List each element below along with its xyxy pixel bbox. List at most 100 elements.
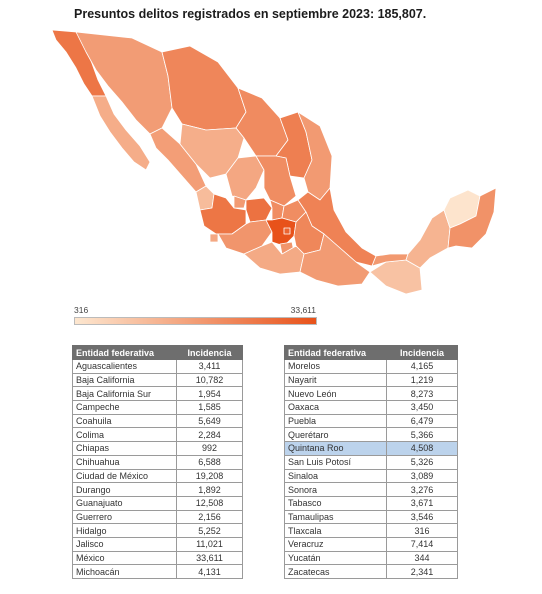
incidence-value-cell: 3,411: [176, 359, 243, 374]
table-row: Hidalgo 5,252: [72, 523, 243, 538]
incidence-value-cell: 3,671: [386, 495, 458, 511]
state-guerrero: [243, 241, 305, 275]
table-row: Jalisco 11,021: [72, 536, 243, 552]
table-row: Baja California Sur 1,954: [72, 386, 243, 402]
table-row: Michoacán 4,131: [72, 564, 243, 579]
state-name-cell: Guanajuato: [72, 495, 177, 511]
table-row: Guanajuato 12,508: [72, 495, 243, 511]
incidence-value-cell: 5,366: [386, 427, 458, 443]
incidence-value-cell: 3,546: [386, 509, 458, 525]
incidence-value-cell: 316: [386, 523, 458, 538]
incidence-value-cell: 12,508: [176, 495, 243, 511]
state-name-cell: Colima: [72, 427, 177, 443]
incidence-table-right: Entidad federativa Incidencia Morelos 4,1…: [284, 345, 458, 579]
incidence-value-cell: 1,585: [176, 400, 243, 415]
incidence-value-cell: 3,276: [386, 482, 458, 497]
state-name-cell: México: [72, 550, 177, 566]
state-name-cell: Chihuahua: [72, 454, 177, 470]
table-row: Coahuila 5,649: [72, 413, 243, 429]
incidence-value-cell: 4,508: [386, 441, 458, 456]
state-name-cell: Aguascalientes: [72, 359, 177, 374]
state-campeche: [405, 209, 451, 269]
state-colima: [209, 233, 219, 243]
table-header-row: Entidad federativa Incidencia: [284, 345, 458, 360]
state-name-cell: Oaxaca: [284, 400, 387, 415]
state-quintana-roo: [447, 187, 497, 249]
state-name-cell: Michoacán: [72, 564, 177, 579]
incidence-value-cell: 344: [386, 550, 458, 566]
state-name-cell: Chiapas: [72, 441, 177, 456]
table-row: Oaxaca 3,450: [284, 400, 458, 415]
state-name-cell: Ciudad de México: [72, 468, 177, 484]
incidence-value-cell: 992: [176, 441, 243, 456]
incidence-value-cell: 2,341: [386, 564, 458, 579]
incidence-value-cell: 6,479: [386, 413, 458, 429]
table-row: Baja California 10,782: [72, 372, 243, 388]
state-name-cell: Veracruz: [284, 536, 387, 552]
incidence-value-cell: 2,284: [176, 427, 243, 443]
state-name-cell: Zacatecas: [284, 564, 387, 579]
table-row: Quintana Roo 4,508: [284, 441, 458, 456]
state-name-cell: Sonora: [284, 482, 387, 497]
table-row: Veracruz 7,414: [284, 536, 458, 552]
table-row: Aguascalientes 3,411: [72, 359, 243, 374]
state-name-cell: Yucatán: [284, 550, 387, 566]
table-row: Colima 2,284: [72, 427, 243, 443]
incidence-value-cell: 1,892: [176, 482, 243, 497]
state-name-cell: Tlaxcala: [284, 523, 387, 538]
incidence-table-left: Entidad federativa Incidencia Aguascalie…: [72, 345, 243, 579]
table-row: Yucatán 344: [284, 550, 458, 566]
header-incidence: Incidencia: [386, 345, 458, 360]
legend-min-label: 316: [74, 305, 89, 315]
state-name-cell: Nuevo León: [284, 386, 387, 402]
incidence-value-cell: 2,156: [176, 509, 243, 525]
table-row: Tamaulipas 3,546: [284, 509, 458, 525]
state-name-cell: Coahuila: [72, 413, 177, 429]
table-row: Nayarit 1,219: [284, 372, 458, 388]
incidence-value-cell: 11,021: [176, 536, 243, 552]
state-aguascalientes: [233, 195, 247, 209]
state-name-cell: Tamaulipas: [284, 509, 387, 525]
state-cdmx: [283, 227, 291, 235]
incidence-value-cell: 8,273: [386, 386, 458, 402]
table-row: San Luis Potosí 5,326: [284, 454, 458, 470]
incidence-value-cell: 10,782: [176, 372, 243, 388]
state-name-cell: Nayarit: [284, 372, 387, 388]
incidence-value-cell: 6,588: [176, 454, 243, 470]
state-name-cell: Durango: [72, 482, 177, 497]
table-row: Morelos 4,165: [284, 359, 458, 374]
state-name-cell: Baja California Sur: [72, 386, 177, 402]
table-row: Guerrero 2,156: [72, 509, 243, 525]
header-incidence: Incidencia: [176, 345, 243, 360]
table-row: Sinaloa 3,089: [284, 468, 458, 484]
color-scale-legend: 316 33,611: [74, 305, 318, 329]
state-san-luis-potosi: [255, 155, 297, 207]
table-row: Chihuahua 6,588: [72, 454, 243, 470]
legend-gradient-bar: [74, 317, 317, 325]
state-name-cell: Guerrero: [72, 509, 177, 525]
state-name-cell: Hidalgo: [72, 523, 177, 538]
state-chihuahua: [161, 45, 247, 131]
state-name-cell: Campeche: [72, 400, 177, 415]
state-name-cell: Puebla: [284, 413, 387, 429]
incidence-value-cell: 3,089: [386, 468, 458, 484]
incidence-value-cell: 5,326: [386, 454, 458, 470]
state-baja-california-sur: [91, 95, 151, 171]
legend-max-label: 33,611: [290, 305, 316, 315]
state-name-cell: San Luis Potosí: [284, 454, 387, 470]
table-row: Sonora 3,276: [284, 482, 458, 497]
mexico-choropleth-map: [50, 28, 498, 298]
incidence-value-cell: 4,165: [386, 359, 458, 374]
incidence-value-cell: 5,252: [176, 523, 243, 538]
state-coahuila: [235, 87, 289, 157]
incidence-value-cell: 1,219: [386, 372, 458, 388]
table-row: Chiapas 992: [72, 441, 243, 456]
page-title: Presuntos delitos registrados en septiem…: [74, 7, 427, 21]
incidence-value-cell: 1,954: [176, 386, 243, 402]
state-name-cell: Baja California: [72, 372, 177, 388]
incidence-value-cell: 19,208: [176, 468, 243, 484]
incidence-value-cell: 33,611: [176, 550, 243, 566]
table-row: Nuevo León 8,273: [284, 386, 458, 402]
incidence-value-cell: 3,450: [386, 400, 458, 415]
incidence-value-cell: 7,414: [386, 536, 458, 552]
